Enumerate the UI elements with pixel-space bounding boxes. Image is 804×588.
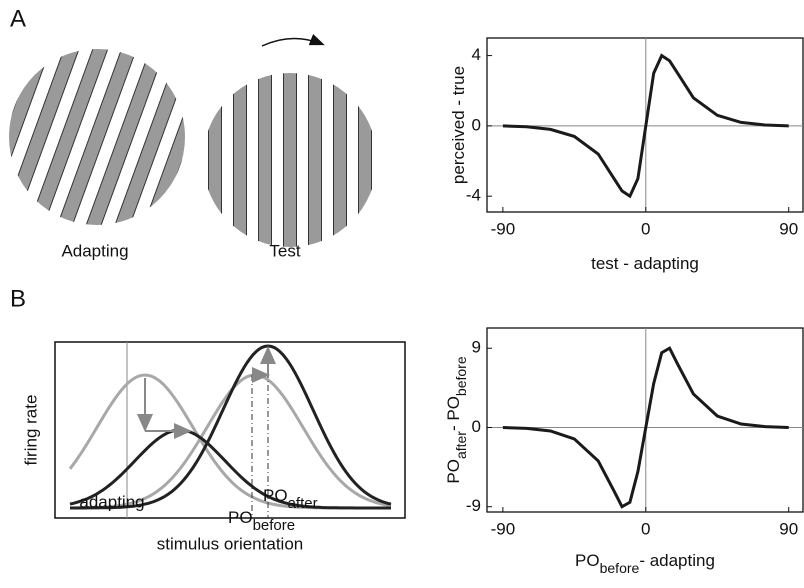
stripe [258,73,272,247]
stripe [47,49,145,225]
y-tick-label: 4 [472,45,481,64]
stripe [283,73,297,247]
y-tick-label: -4 [466,186,481,205]
data-line [502,346,789,509]
po-before-label: PObefore [228,508,295,533]
tuning-frame [54,341,406,519]
stripe [434,40,447,280]
data-line [502,53,789,199]
tuning-x-label: stimulus orientation [157,534,303,553]
stripe [308,73,322,247]
plot-frame [486,37,804,213]
stripe [233,73,247,247]
stripe [174,70,185,225]
tuning-curve [69,428,391,510]
tuning-label: adapting [79,492,144,511]
stripe [384,40,397,280]
stripe [73,49,170,225]
stripe [358,73,372,247]
tuning-y-label: firing rate [21,395,40,466]
stripe [22,49,119,225]
grating-label: Adapting [61,241,128,260]
y-tick-label: 9 [472,338,481,357]
stripe [208,73,222,247]
y-axis-label: POafter- PObefore [444,356,468,483]
x-tick-label: 0 [641,519,650,538]
panel-label: B [10,285,26,312]
stripe [184,40,197,280]
stripe [9,49,69,225]
x-axis-label: PObefore- adapting [575,551,715,575]
stripe [9,49,94,225]
po-after-label: POafter [263,486,318,511]
rotation-arrow [261,33,325,47]
x-tick-label: -90 [491,519,516,538]
tuning-curves [68,342,392,518]
adapting-grating [9,49,185,225]
plot-frame [486,327,804,513]
x-tick-label: 0 [641,219,650,238]
stripe [98,49,185,225]
x-axis-label: test - adapting [591,254,699,273]
tuning-curve [70,344,392,510]
grating-label: Test [269,241,300,260]
y-tick-label: 0 [472,417,481,436]
y-tick-label: -9 [466,496,481,515]
stripe [333,73,347,247]
y-axis-label: perceived - true [449,66,468,184]
x-tick-label: 90 [779,519,798,538]
stripe [409,40,422,280]
panel-label: A [10,5,26,32]
x-tick-label: -90 [491,219,516,238]
test-grating [184,40,447,280]
x-tick-label: 90 [779,219,798,238]
y-tick-label: 0 [472,115,481,134]
